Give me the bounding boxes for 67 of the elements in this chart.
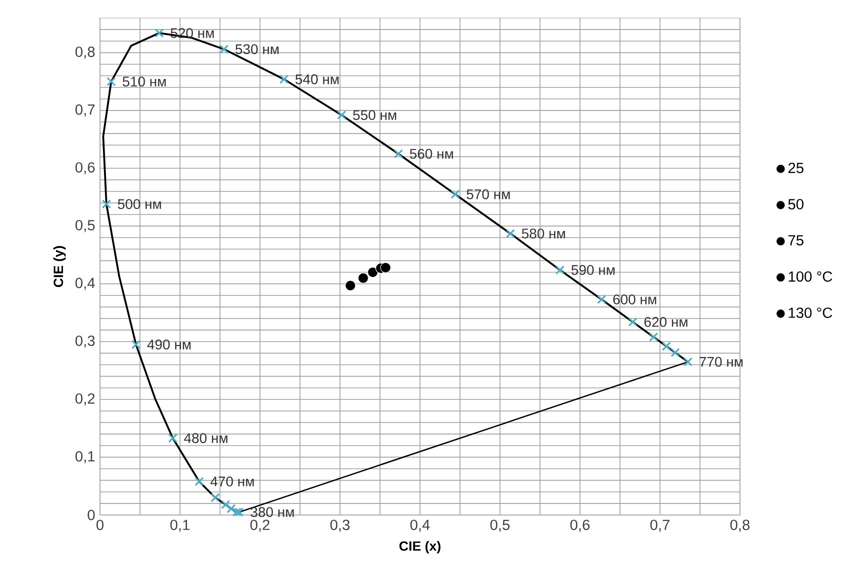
- legend-label: 100 °C: [788, 271, 832, 282]
- y-axis-title: CIE (y): [53, 246, 66, 288]
- point: [628, 317, 638, 327]
- legend-label: 50: [788, 199, 804, 210]
- annotation: 540 нм: [296, 74, 339, 84]
- annotation: 600 нм: [613, 294, 656, 304]
- point: [221, 500, 230, 510]
- point: [194, 476, 204, 486]
- point: [168, 434, 178, 443]
- legend-label: 25: [788, 162, 804, 174]
- y-tick-label: 0,3: [75, 336, 95, 348]
- annotation: 770 нм: [700, 356, 743, 367]
- annotation: 380 нм: [250, 507, 294, 518]
- legend-label: 130 °C: [788, 308, 832, 318]
- x-axis-title: CIE (x): [399, 540, 440, 554]
- point: [555, 265, 565, 275]
- x-tick-label: 0,2: [250, 520, 270, 532]
- point: [131, 340, 141, 350]
- point: [367, 266, 378, 278]
- point: [279, 74, 289, 84]
- point: [394, 149, 403, 158]
- x-tick-label: 0,5: [490, 520, 510, 532]
- point: [358, 272, 369, 284]
- point: [154, 28, 164, 38]
- x-tick-label: 0,1: [170, 520, 190, 532]
- point: [232, 508, 242, 517]
- annotation: 490 нм: [147, 340, 191, 350]
- point: [345, 280, 356, 291]
- x-tick-label: 0,3: [330, 520, 350, 532]
- annotation: 570 нм: [466, 189, 510, 200]
- point: [219, 44, 229, 54]
- point: [506, 228, 515, 238]
- point: [210, 493, 220, 502]
- point: [450, 190, 460, 199]
- annotation: 590 нм: [571, 265, 615, 275]
- annotation: 580 нм: [522, 228, 565, 239]
- point: [380, 262, 391, 273]
- annotation: 480 нм: [184, 433, 228, 444]
- x-tick-label: 0,6: [570, 520, 590, 532]
- point: [337, 110, 346, 120]
- point: [662, 342, 671, 351]
- x-tick-label: 0,7: [650, 520, 670, 532]
- point: [102, 200, 111, 209]
- point: [670, 348, 680, 358]
- y-tick-label: 0,6: [75, 162, 95, 174]
- point: [106, 76, 116, 86]
- x-tick-label: 0,8: [730, 520, 750, 532]
- annotation: 550 нм: [353, 110, 396, 120]
- annotation: 470 нм: [210, 476, 254, 486]
- legend-label: 75: [788, 235, 804, 246]
- y-tick-label: 0,2: [75, 393, 95, 406]
- annotation: 530 нм: [236, 44, 279, 54]
- point: [649, 332, 658, 342]
- annotation: 560 нм: [410, 148, 453, 159]
- point: [683, 357, 693, 366]
- y-tick-label: 0,4: [75, 278, 95, 290]
- annotation: 500 нм: [118, 199, 161, 210]
- annotation: 510 нм: [122, 76, 166, 87]
- point: [597, 294, 606, 304]
- y-tick-label: 0,5: [75, 220, 95, 232]
- x-tick-label: 0: [96, 520, 104, 530]
- y-tick-label: 0,7: [75, 104, 95, 117]
- y-tick-label: 0: [88, 510, 95, 520]
- y-tick-label: 0,1: [75, 451, 95, 464]
- x-tick-label: 0,4: [410, 520, 430, 532]
- annotation: 620 нм: [644, 317, 688, 327]
- y-tick-label: 0,8: [75, 46, 95, 59]
